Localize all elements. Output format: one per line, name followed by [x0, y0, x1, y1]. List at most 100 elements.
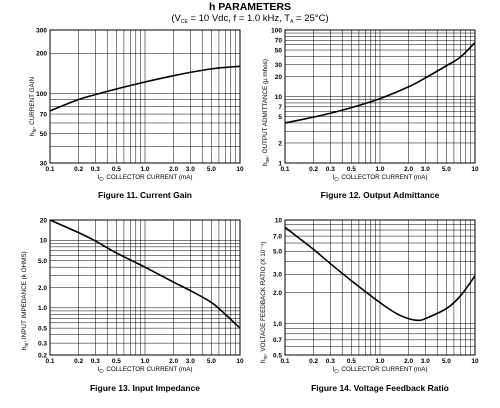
fig11-plot-frame [49, 29, 241, 164]
fig12-x-tick-label: 2.0 [404, 166, 413, 173]
fig14-y-axis-label: hre, VOLTAGE FEEDBACK RATIO (X 10⁻⁴) [260, 241, 269, 363]
fig14-x-tick-label: 0.2 [309, 358, 318, 365]
fig12-x-tick-label: 10 [471, 166, 479, 173]
fig11-x-tick-label: 5.0 [207, 166, 216, 173]
fig14-y-tick-label: 0.5 [273, 352, 282, 359]
fig11-x-tick-label: 3.0 [186, 166, 195, 173]
fig13-y-tick-label: 2.0 [38, 285, 47, 292]
fig11-y-axis-label: hfe, CURRENT GAIN [29, 76, 38, 136]
fig14-x-tick-label: 5.0 [442, 358, 451, 365]
fig14-x-tick-label: 10 [471, 358, 479, 365]
fig11-chart: 0.1 0.2 0.3 0.5 1.0 2.0 3.0 5.0 10 30 50 70 100 200 30… [36, 27, 244, 173]
conditions-vce-subscript: CE [180, 18, 188, 25]
fig14-y-tick-label: 0.7 [273, 337, 282, 344]
conditions-ta-subscript: A [290, 18, 294, 25]
fig11-y-tick-label: 100 [36, 91, 47, 98]
fig12-x-tick-label: 0.3 [326, 166, 335, 173]
fig12-y-tick-label: 10 [275, 94, 283, 101]
fig14-x-tick-label: 3.0 [421, 358, 430, 365]
fig13-y-tick-label: 20 [40, 217, 48, 224]
conditions-suffix: = 25°C) [293, 13, 329, 24]
fig14-y-tick-label: 2.0 [273, 290, 282, 297]
fig11-x-tick-label: 10 [236, 166, 244, 173]
fig12-x-tick-label: 1.0 [375, 166, 384, 173]
fig11-y-tick-label: 200 [36, 51, 47, 58]
fig12-series-line [284, 41, 476, 124]
fig14-caption: Figure 14. Voltage Feedback Ratio [311, 383, 449, 393]
fig14-x-tick-label: 0.5 [347, 358, 356, 365]
fig11-x-tick-label: 1.0 [140, 166, 149, 173]
fig14-x-tick-label: 0.1 [280, 358, 289, 365]
fig12-y-tick-label: 7 [278, 104, 282, 111]
fig14-x-tick-label: 2.0 [404, 358, 413, 365]
fig14-y-tick-label: 3.0 [273, 272, 282, 279]
fig11-y-tick-label: 300 [36, 27, 47, 34]
fig13-x-tick-label: 2.0 [169, 358, 178, 365]
fig13-x-tick-label: 10 [236, 358, 244, 365]
fig13-y-tick-label: 1.0 [38, 305, 47, 312]
fig12-y-tick-label: 5 [278, 114, 282, 121]
fig13-y-tick-label: 10 [40, 238, 48, 245]
fig13-chart: 0.1 0.2 0.3 0.5 1.0 2.0 3.0 5.0 100.20.30.51.02.… [38, 217, 244, 365]
conditions-prefix: (V [171, 13, 181, 24]
fig13-y-tick-label: 5.0 [38, 258, 47, 265]
fig11-y-tick-label: 70 [40, 111, 48, 118]
conditions-middle: = 10 Vdc, f = 1.0 kHz, T [187, 13, 291, 24]
fig12-y-tick-label: 100 [271, 27, 282, 34]
fig12-y-tick-label: 20 [275, 74, 283, 81]
fig12-y-tick-label: 50 [275, 47, 283, 54]
fig11-x-tick-label: 0.1 [45, 166, 54, 173]
fig12-chart: 0.1 0.2 0.3 0.5 1.0 2.0 3.0 5.0 10 1 2 5 7 10 20 30 50 70… [271, 27, 479, 173]
fig11-x-tick-label: 2.0 [169, 166, 178, 173]
fig13-x-tick-label: 0.2 [74, 358, 83, 365]
fig14-x-tick-label: 1.0 [375, 358, 384, 365]
fig14-y-tick-label: 5.0 [273, 249, 282, 256]
fig11-y-tick-label: 50 [40, 131, 48, 138]
fig14-plot-frame [284, 219, 476, 356]
page-title: h PARAMETERS [208, 1, 292, 13]
fig11-x-tick-label: 0.5 [112, 166, 121, 173]
fig11-x-tick-label: 0.2 [74, 166, 83, 173]
fig14-series-line [284, 226, 476, 322]
fig12-x-tick-label: 5.0 [442, 166, 451, 173]
fig11-series-line [49, 65, 241, 112]
fig12-y-tick-label: 70 [275, 38, 283, 45]
fig14-chart: 0.1 0.2 0.3 0.5 1.0 2.0 3.0 5.0 10 0.5 0.7 1.0 2.0 3.… [273, 217, 479, 365]
fig11-y-tick-label: 30 [40, 160, 48, 167]
fig11-caption: Figure 11. Current Gain [98, 190, 192, 200]
fig12-x-tick-label: 3.0 [421, 166, 430, 173]
fig13-x-tick-label: 3.0 [186, 358, 195, 365]
fig11-x-tick-label: 0.3 [91, 166, 100, 173]
fig12-x-tick-label: 0.2 [309, 166, 318, 173]
fig12-y-tick-label: 2 [278, 140, 282, 147]
fig12-y-tick-label: 1 [278, 160, 282, 167]
fig11-x-axis-label: IC, COLLECTOR CURRENT (mA) [97, 174, 193, 183]
fig14-x-axis-label: IC, COLLECTOR CURRENT (mA) [332, 366, 428, 375]
fig13-x-axis-label: IC, COLLECTOR CURRENT (mA) [97, 366, 193, 375]
fig14-y-tick-label: 7.0 [273, 233, 282, 240]
fig14-y-tick-label: 1.0 [273, 321, 282, 328]
fig13-x-tick-label: 0.5 [112, 358, 121, 365]
test-conditions: (VCE = 10 Vdc, f = 1.0 kHz, TA = 25°C) [0, 13, 500, 25]
fig12-plot-frame [284, 29, 476, 164]
fig13-x-tick-label: 5.0 [207, 358, 216, 365]
fig14-y-tick-label: 10 [275, 217, 283, 224]
fig13-x-tick-label: 0.3 [91, 358, 100, 365]
fig13-y-tick-label: 0.3 [38, 340, 47, 347]
fig12-x-tick-label: 0.1 [280, 166, 289, 173]
fig13-y-tick-label: 0.2 [38, 352, 47, 359]
fig12-x-axis-label: IC, COLLECTOR CURRENT (mA) [332, 174, 428, 183]
fig13-y-tick-label: 0.5 [38, 325, 47, 332]
fig13-plot-frame [49, 219, 241, 356]
fig12-caption: Figure 12. Output Admittance [320, 190, 440, 200]
fig12-y-axis-label: hoe, OUTPUT ADMITTANCE (μ mhos) [262, 59, 271, 166]
fig14-x-tick-label: 0.3 [326, 358, 335, 365]
fig12-x-tick-label: 0.5 [347, 166, 356, 173]
fig13-series-line [49, 219, 241, 329]
fig13-x-tick-label: 1.0 [140, 358, 149, 365]
fig12-y-tick-label: 30 [275, 62, 283, 69]
fig13-caption: Figure 13. Input Impedance [89, 383, 201, 393]
fig13-x-tick-label: 0.1 [45, 358, 54, 365]
